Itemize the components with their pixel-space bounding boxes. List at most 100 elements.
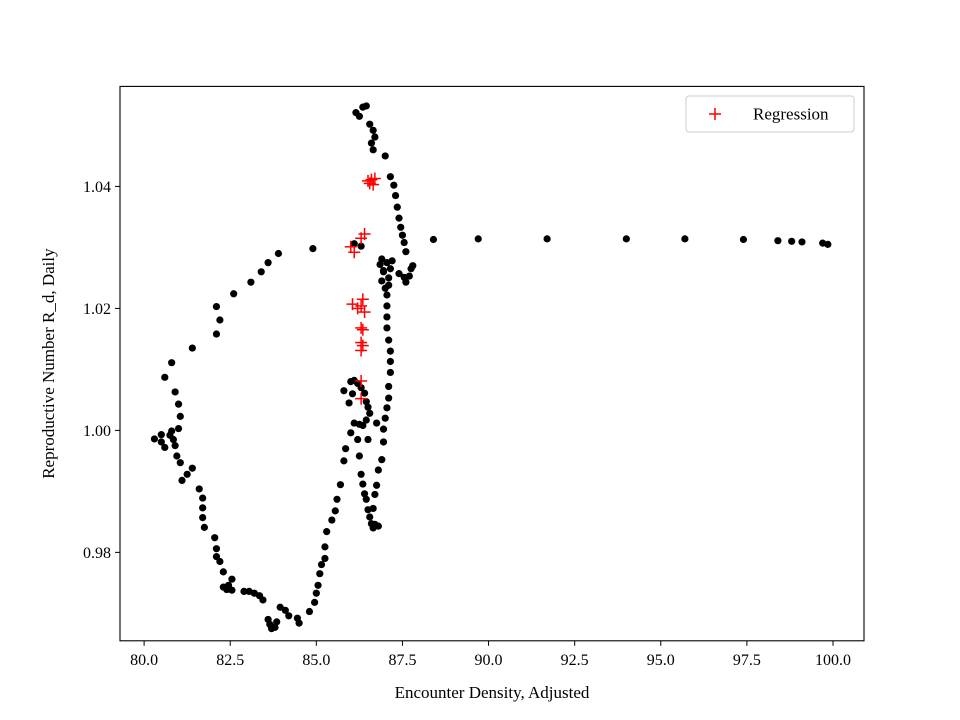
data-point-observed: [388, 257, 396, 265]
data-point-observed: [230, 290, 238, 298]
data-point-observed: [219, 568, 227, 576]
data-point-observed: [264, 259, 272, 267]
data-point-observed: [176, 459, 184, 467]
data-point-observed: [402, 248, 410, 256]
legend-regression-marker: [709, 108, 721, 120]
y-tick-label: 0.98: [83, 545, 111, 562]
data-point-observed: [379, 438, 388, 446]
data-point-observed: [347, 429, 355, 437]
data-point-observed: [199, 514, 207, 522]
data-point-observed: [383, 324, 391, 332]
legend-regression-label: Regression: [753, 105, 829, 124]
data-point-observed: [362, 398, 370, 406]
data-point-observed: [176, 412, 184, 420]
data-point-observed: [739, 235, 748, 244]
data-point-observed: [195, 485, 203, 493]
data-point-observed: [285, 612, 293, 620]
data-point-observed: [169, 435, 177, 444]
data-point-observed: [188, 344, 196, 352]
y-tick-label: 1.02: [83, 301, 111, 318]
data-point-observed: [240, 587, 248, 596]
data-point-observed: [362, 416, 370, 424]
data-point-observed: [188, 464, 196, 472]
x-tick-label: 80.0: [130, 652, 158, 669]
data-point-observed: [798, 238, 806, 246]
data-point-observed: [342, 445, 350, 453]
data-point-observed: [312, 589, 320, 597]
x-tick-label: 92.5: [561, 652, 589, 669]
data-point-observed: [274, 249, 283, 258]
y-tick-label: 1.04: [83, 179, 111, 196]
data-point-observed: [178, 476, 186, 484]
y-tick-label: 1.00: [83, 423, 111, 440]
data-point-observed: [150, 435, 159, 443]
data-point-observed: [379, 268, 388, 276]
data-point-observed: [360, 490, 369, 498]
data-point-regression: [355, 344, 368, 357]
data-point-observed: [681, 235, 689, 243]
data-point-observed: [383, 313, 391, 321]
data-point-observed: [314, 581, 322, 589]
data-point-observed: [199, 504, 207, 512]
x-axis-label: Encounter Density, Adjusted: [395, 683, 590, 702]
data-point-observed: [359, 103, 367, 111]
data-point-observed: [259, 596, 267, 604]
data-point-observed: [393, 203, 401, 211]
plot-frame: [119, 85, 865, 642]
data-point-observed: [474, 235, 482, 243]
data-point-observed: [228, 575, 236, 583]
data-point-observed: [381, 284, 389, 292]
data-point-observed: [171, 442, 179, 450]
data-point-observed: [247, 278, 255, 286]
data-point-observed: [161, 373, 169, 381]
data-point-observed: [381, 414, 389, 422]
data-point-regression: [356, 293, 369, 306]
data-point-observed: [371, 490, 379, 499]
data-point-observed: [212, 545, 221, 553]
data-point-observed: [386, 347, 394, 355]
data-point-observed: [369, 504, 377, 513]
data-point-observed: [216, 557, 224, 566]
data-point-observed: [788, 237, 796, 245]
data-point-observed: [257, 268, 265, 276]
data-point-observed: [168, 427, 176, 435]
data-point-observed: [212, 330, 221, 338]
data-point-observed: [381, 152, 389, 160]
data-point-observed: [211, 534, 219, 542]
data-point-observed: [383, 302, 391, 310]
data-point-observed: [395, 270, 403, 278]
data-point-observed: [271, 623, 279, 631]
data-point-observed: [348, 390, 357, 398]
data-point-observed: [333, 495, 341, 503]
data-point-observed: [395, 214, 403, 222]
data-point-observed: [543, 235, 551, 243]
data-point-observed: [373, 419, 381, 427]
data-point-observed: [376, 260, 384, 269]
data-point-observed: [374, 466, 382, 474]
data-point-observed: [364, 403, 372, 411]
data-point-observed: [383, 404, 391, 412]
data-point-observed: [168, 359, 176, 367]
data-point-observed: [295, 619, 303, 627]
x-tick-label: 90.0: [475, 652, 503, 669]
data-point-observed: [366, 513, 374, 521]
data-point-regression: [355, 321, 368, 334]
data-point-observed: [386, 368, 394, 377]
data-point-observed: [385, 336, 393, 344]
data-point-observed: [397, 223, 405, 231]
data-point-observed: [824, 240, 832, 248]
data-point-observed: [305, 607, 314, 616]
data-point-observed: [161, 443, 169, 452]
data-point-observed: [212, 302, 221, 311]
x-tick-label: 87.5: [388, 652, 416, 669]
data-point-observed: [360, 389, 369, 397]
axis-ticks-layer: 80.0 82.5 85.0 87.5 90.0 92.5 95.0 97.5 100.0 0.9…: [83, 179, 851, 669]
data-point-observed: [323, 528, 331, 536]
x-tick-label: 100.0: [815, 652, 851, 669]
data-point-observed: [386, 357, 394, 366]
data-point-observed: [402, 278, 410, 286]
data-point-observed: [316, 570, 324, 578]
data-point-observed: [385, 382, 393, 391]
data-point-observed: [199, 494, 207, 502]
data-point-observed: [173, 452, 181, 460]
